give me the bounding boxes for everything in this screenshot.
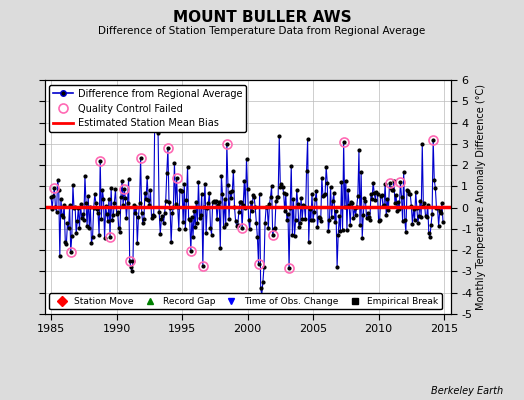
Text: Berkeley Earth: Berkeley Earth [431, 386, 503, 396]
Y-axis label: Monthly Temperature Anomaly Difference (°C): Monthly Temperature Anomaly Difference (… [476, 84, 486, 310]
Legend: Station Move, Record Gap, Time of Obs. Change, Empirical Break: Station Move, Record Gap, Time of Obs. C… [49, 293, 442, 310]
Text: Difference of Station Temperature Data from Regional Average: Difference of Station Temperature Data f… [99, 26, 425, 36]
Text: MOUNT BULLER AWS: MOUNT BULLER AWS [173, 10, 351, 25]
